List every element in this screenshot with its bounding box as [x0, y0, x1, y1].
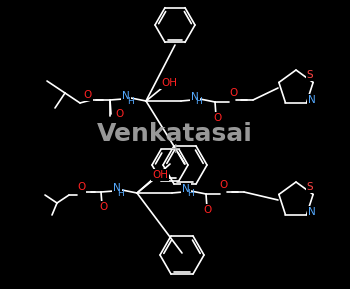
- Text: N: N: [191, 92, 199, 102]
- Text: O: O: [99, 202, 107, 212]
- Text: N: N: [308, 207, 316, 217]
- Text: O: O: [77, 182, 85, 192]
- Text: +: +: [169, 142, 181, 156]
- Text: S: S: [307, 70, 313, 80]
- Text: O: O: [213, 113, 221, 123]
- Text: S: S: [307, 182, 313, 192]
- Text: H: H: [118, 188, 124, 197]
- Text: O: O: [220, 180, 228, 190]
- Text: Venkatasai: Venkatasai: [97, 122, 253, 147]
- Text: O: O: [204, 205, 212, 215]
- Text: OH: OH: [161, 78, 177, 88]
- Text: H: H: [127, 97, 133, 105]
- Text: N: N: [182, 184, 190, 194]
- Text: OH: OH: [152, 170, 168, 180]
- Text: H: H: [187, 190, 193, 199]
- Text: O: O: [229, 88, 237, 98]
- Text: O: O: [115, 109, 123, 119]
- Text: O: O: [84, 90, 92, 100]
- Text: N: N: [122, 91, 130, 101]
- Text: N: N: [308, 95, 316, 105]
- Text: H: H: [196, 97, 202, 107]
- Text: N: N: [113, 183, 121, 193]
